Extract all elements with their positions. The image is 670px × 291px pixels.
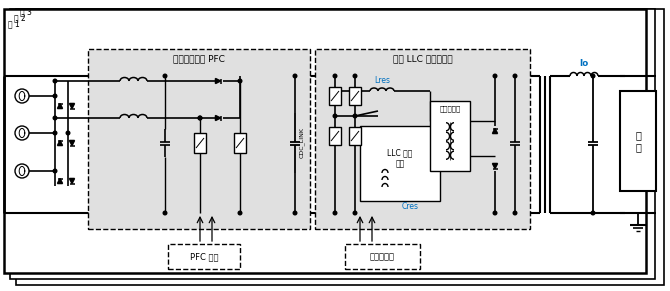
Polygon shape xyxy=(70,178,74,184)
Circle shape xyxy=(493,74,496,78)
Bar xyxy=(168,244,240,269)
Circle shape xyxy=(353,211,357,215)
Text: 相 1: 相 1 xyxy=(8,19,19,29)
Circle shape xyxy=(53,94,57,98)
Polygon shape xyxy=(70,104,74,109)
Circle shape xyxy=(293,74,297,78)
Bar xyxy=(329,127,341,145)
Circle shape xyxy=(591,211,595,215)
Bar xyxy=(194,133,206,153)
Text: 初级侧门控: 初级侧门控 xyxy=(370,252,395,261)
Circle shape xyxy=(333,114,337,118)
Circle shape xyxy=(591,74,595,78)
Text: CDC_LINK: CDC_LINK xyxy=(299,127,305,159)
Text: 电
池: 电 池 xyxy=(635,130,641,152)
Polygon shape xyxy=(58,141,62,146)
Circle shape xyxy=(198,116,202,120)
Bar xyxy=(315,49,530,229)
Circle shape xyxy=(53,79,57,83)
Text: 隔离变压器: 隔离变压器 xyxy=(440,106,461,112)
Text: 相 2: 相 2 xyxy=(14,13,25,22)
Text: 传统的交错式 PFC: 传统的交错式 PFC xyxy=(173,54,225,63)
Circle shape xyxy=(198,116,202,120)
Circle shape xyxy=(293,211,297,215)
Polygon shape xyxy=(216,116,220,120)
Polygon shape xyxy=(58,104,62,109)
Polygon shape xyxy=(216,79,220,84)
Circle shape xyxy=(333,211,337,215)
Text: PFC 控制: PFC 控制 xyxy=(190,252,218,261)
Text: LLC 储能
电路: LLC 储能 电路 xyxy=(387,149,413,168)
Text: Cres: Cres xyxy=(401,202,419,211)
Bar xyxy=(345,244,420,269)
Text: 相 3: 相 3 xyxy=(20,8,32,17)
Circle shape xyxy=(53,116,57,120)
Circle shape xyxy=(513,211,517,215)
Circle shape xyxy=(163,74,167,78)
Text: 单向 LLC 全桥转换器: 单向 LLC 全桥转换器 xyxy=(393,54,452,63)
Text: lo: lo xyxy=(580,59,589,68)
Bar xyxy=(430,101,470,171)
Circle shape xyxy=(513,74,517,78)
Bar xyxy=(234,133,246,153)
Bar xyxy=(349,87,361,105)
Circle shape xyxy=(239,79,242,83)
Circle shape xyxy=(353,74,357,78)
Bar xyxy=(329,87,341,105)
Bar xyxy=(88,49,310,229)
Circle shape xyxy=(353,114,357,118)
Circle shape xyxy=(163,211,167,215)
Circle shape xyxy=(493,211,496,215)
Circle shape xyxy=(333,74,337,78)
Bar xyxy=(620,91,656,191)
Circle shape xyxy=(53,131,57,135)
Circle shape xyxy=(239,211,242,215)
Polygon shape xyxy=(58,178,62,184)
Polygon shape xyxy=(492,164,498,168)
Polygon shape xyxy=(492,129,498,134)
Polygon shape xyxy=(70,141,74,146)
Circle shape xyxy=(53,169,57,173)
Text: Lres: Lres xyxy=(374,76,390,85)
Bar xyxy=(349,127,361,145)
Bar xyxy=(360,126,440,201)
Circle shape xyxy=(66,131,70,135)
